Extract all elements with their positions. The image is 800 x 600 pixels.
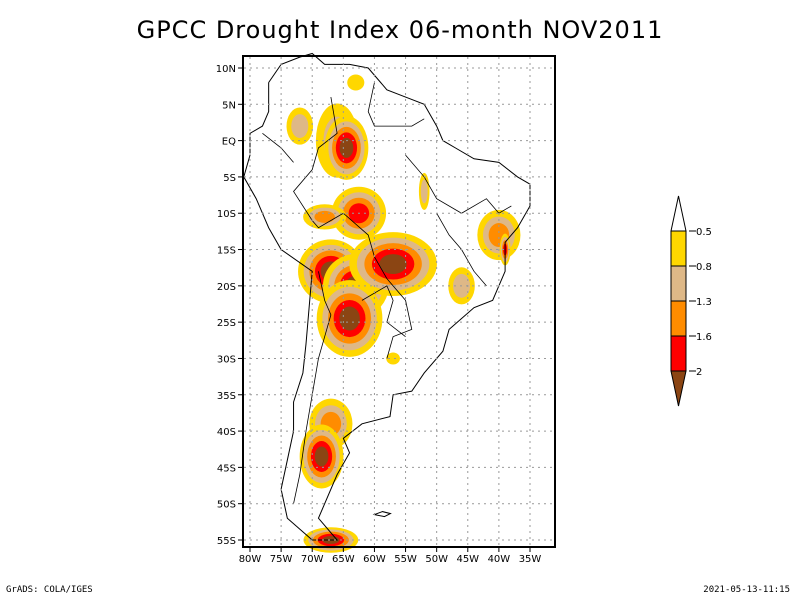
colorbar-label: 2: [696, 367, 702, 378]
lon-tick-label: 55W: [394, 554, 417, 565]
lon-tick-label: 65W: [332, 554, 355, 565]
lat-tick-label: 10S: [217, 209, 236, 220]
drought-contour: [291, 114, 308, 138]
lat-tick-label: 40S: [217, 427, 236, 438]
lat-tick-label: 5S: [223, 173, 236, 184]
drought-map: 80W 75W 70W 65W 60W 55W 50W 45W 40W 35W 10N 5N EQ 5S…: [0, 0, 800, 600]
country-border: [262, 133, 293, 162]
lon-tick-label: 50W: [425, 554, 448, 565]
drought-contour: [379, 254, 406, 274]
lat-tick-label: 30S: [217, 354, 236, 365]
lat-tick-label: 45S: [217, 463, 236, 474]
drought-region-argentina-north: [317, 280, 383, 357]
drought-region-patagonia-south: [300, 425, 344, 489]
lat-tick-label: 25S: [217, 318, 236, 329]
colorbar-segment: [671, 231, 686, 266]
lon-tick-label: 75W: [270, 554, 293, 565]
lat-ticks: 10N 5N EQ 5S 10S 15S 20S 25S 30S 35S 40S 45S 50S 55S: [216, 64, 243, 547]
lon-tick-label: 60W: [363, 554, 386, 565]
colorbar-upper-triangle: [671, 196, 686, 231]
lon-tick-label: 40W: [488, 554, 511, 565]
lon-tick-label: 45W: [456, 554, 479, 565]
lat-tick-label: EQ: [222, 137, 236, 148]
drought-contour: [347, 75, 364, 91]
lon-tick-label: 80W: [239, 554, 262, 565]
drought-region-colombia-west: [287, 108, 314, 145]
drought-region-amazon-core: [325, 116, 369, 180]
colorbar-lower-triangle: [671, 371, 686, 406]
drought-region-bahia-coast: [477, 210, 520, 260]
drought-region-para-strip: [419, 173, 430, 210]
drought-contour: [339, 307, 360, 331]
colorbar-label: 1.3: [696, 297, 712, 308]
lat-tick-label: 5N: [222, 100, 236, 111]
lat-tick-label: 10N: [216, 64, 236, 75]
drought-fill-layer: [287, 75, 521, 553]
colorbar: 0.5 0.8 1.3 1.6 2: [671, 196, 712, 406]
colorbar-label: 0.8: [696, 262, 712, 273]
colorbar-segment: [671, 266, 686, 301]
lat-tick-label: 55S: [217, 536, 236, 547]
drought-contour: [421, 179, 428, 203]
falkland-islands: [374, 512, 390, 517]
colorbar-segment: [671, 301, 686, 336]
colorbar-label: 1.6: [696, 332, 712, 343]
lat-tick-label: 50S: [217, 500, 236, 511]
footer-credit: GrADS: COLA/IGES: [6, 585, 93, 595]
lon-tick-label: 70W: [301, 554, 324, 565]
lat-tick-label: 15S: [217, 246, 236, 257]
lon-tick-label: 35W: [519, 554, 542, 565]
colorbar-label: 0.5: [696, 227, 712, 238]
lat-tick-label: 35S: [217, 391, 236, 402]
lon-ticks: 80W 75W 70W 65W 60W 55W 50W 45W 40W 35W: [239, 547, 542, 565]
colorbar-segment: [671, 336, 686, 371]
drought-region-guiana-north: [347, 75, 364, 91]
drought-contour: [315, 447, 329, 467]
lat-tick-label: 20S: [217, 282, 236, 293]
footer-timestamp: 2021-05-13-11:15: [703, 585, 790, 595]
drought-contour: [314, 211, 335, 223]
